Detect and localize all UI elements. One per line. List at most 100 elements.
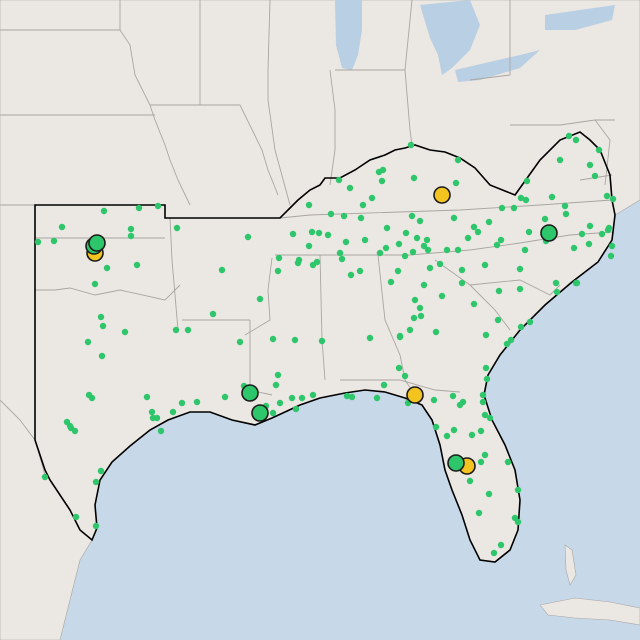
small-location-marker[interactable]	[481, 451, 489, 459]
small-location-marker[interactable]	[468, 431, 476, 439]
small-location-marker[interactable]	[591, 172, 599, 180]
small-location-marker[interactable]	[514, 486, 522, 494]
small-location-marker[interactable]	[298, 394, 306, 402]
small-location-marker[interactable]	[526, 318, 534, 326]
small-location-marker[interactable]	[394, 267, 402, 275]
small-location-marker[interactable]	[209, 310, 217, 318]
small-location-marker[interactable]	[336, 249, 344, 257]
small-location-marker[interactable]	[604, 226, 612, 234]
small-location-marker[interactable]	[477, 458, 485, 466]
small-location-marker[interactable]	[452, 179, 460, 187]
small-location-marker[interactable]	[407, 141, 415, 149]
small-location-marker[interactable]	[586, 222, 594, 230]
small-location-marker[interactable]	[72, 513, 80, 521]
large-green-marker[interactable]	[447, 454, 465, 472]
small-location-marker[interactable]	[127, 225, 135, 233]
small-location-marker[interactable]	[376, 249, 384, 257]
small-location-marker[interactable]	[92, 522, 100, 530]
small-location-marker[interactable]	[318, 337, 326, 345]
small-location-marker[interactable]	[378, 177, 386, 185]
small-location-marker[interactable]	[368, 194, 376, 202]
small-location-marker[interactable]	[305, 201, 313, 209]
large-green-marker[interactable]	[540, 224, 558, 242]
small-location-marker[interactable]	[572, 136, 580, 144]
small-location-marker[interactable]	[309, 261, 317, 269]
small-location-marker[interactable]	[157, 427, 165, 435]
small-location-marker[interactable]	[608, 242, 616, 250]
small-location-marker[interactable]	[479, 391, 487, 399]
small-location-marker[interactable]	[420, 281, 428, 289]
small-location-marker[interactable]	[269, 335, 277, 343]
small-location-marker[interactable]	[309, 391, 317, 399]
small-location-marker[interactable]	[380, 381, 388, 389]
small-location-marker[interactable]	[522, 196, 530, 204]
small-location-marker[interactable]	[193, 398, 201, 406]
small-location-marker[interactable]	[553, 288, 561, 296]
small-location-marker[interactable]	[396, 333, 404, 341]
small-location-marker[interactable]	[474, 228, 482, 236]
small-location-marker[interactable]	[346, 184, 354, 192]
small-location-marker[interactable]	[552, 279, 560, 287]
small-location-marker[interactable]	[516, 265, 524, 273]
small-location-marker[interactable]	[548, 193, 556, 201]
small-location-marker[interactable]	[324, 231, 332, 239]
small-location-marker[interactable]	[598, 230, 606, 238]
small-location-marker[interactable]	[98, 352, 106, 360]
small-location-marker[interactable]	[458, 279, 466, 287]
large-green-marker[interactable]	[251, 404, 269, 422]
small-location-marker[interactable]	[244, 233, 252, 241]
small-location-marker[interactable]	[485, 218, 493, 226]
small-location-marker[interactable]	[410, 314, 418, 322]
small-location-marker[interactable]	[481, 411, 489, 419]
small-location-marker[interactable]	[408, 212, 416, 220]
small-location-marker[interactable]	[366, 334, 374, 342]
small-location-marker[interactable]	[382, 244, 390, 252]
small-location-marker[interactable]	[67, 424, 75, 432]
small-location-marker[interactable]	[308, 228, 316, 236]
small-location-marker[interactable]	[153, 414, 161, 422]
small-location-marker[interactable]	[92, 478, 100, 486]
small-location-marker[interactable]	[556, 156, 564, 164]
small-location-marker[interactable]	[432, 423, 440, 431]
small-location-marker[interactable]	[607, 252, 615, 260]
small-location-marker[interactable]	[356, 267, 364, 275]
small-location-marker[interactable]	[97, 313, 105, 321]
small-location-marker[interactable]	[387, 278, 395, 286]
small-location-marker[interactable]	[359, 201, 367, 209]
small-location-marker[interactable]	[172, 326, 180, 334]
small-location-marker[interactable]	[409, 248, 417, 256]
small-location-marker[interactable]	[221, 393, 229, 401]
small-location-marker[interactable]	[58, 223, 66, 231]
small-location-marker[interactable]	[84, 338, 92, 346]
small-location-marker[interactable]	[573, 279, 581, 287]
small-location-marker[interactable]	[133, 261, 141, 269]
large-yellow-marker[interactable]	[433, 186, 451, 204]
small-location-marker[interactable]	[424, 246, 432, 254]
small-location-marker[interactable]	[430, 396, 438, 404]
small-location-marker[interactable]	[91, 280, 99, 288]
small-location-marker[interactable]	[127, 232, 135, 240]
small-location-marker[interactable]	[347, 271, 355, 279]
small-location-marker[interactable]	[184, 326, 192, 334]
small-location-marker[interactable]	[406, 326, 414, 334]
small-location-marker[interactable]	[335, 176, 343, 184]
small-location-marker[interactable]	[510, 204, 518, 212]
small-location-marker[interactable]	[169, 408, 177, 416]
small-location-marker[interactable]	[525, 228, 533, 236]
small-location-marker[interactable]	[475, 509, 483, 517]
small-location-marker[interactable]	[470, 300, 478, 308]
small-location-marker[interactable]	[357, 214, 365, 222]
small-location-marker[interactable]	[450, 214, 458, 222]
small-location-marker[interactable]	[348, 393, 356, 401]
small-location-marker[interactable]	[490, 549, 498, 557]
small-location-marker[interactable]	[143, 393, 151, 401]
small-location-marker[interactable]	[99, 322, 107, 330]
small-location-marker[interactable]	[411, 296, 419, 304]
small-location-marker[interactable]	[495, 287, 503, 295]
small-location-marker[interactable]	[413, 234, 421, 242]
small-location-marker[interactable]	[416, 217, 424, 225]
small-location-marker[interactable]	[562, 210, 570, 218]
small-location-marker[interactable]	[288, 394, 296, 402]
